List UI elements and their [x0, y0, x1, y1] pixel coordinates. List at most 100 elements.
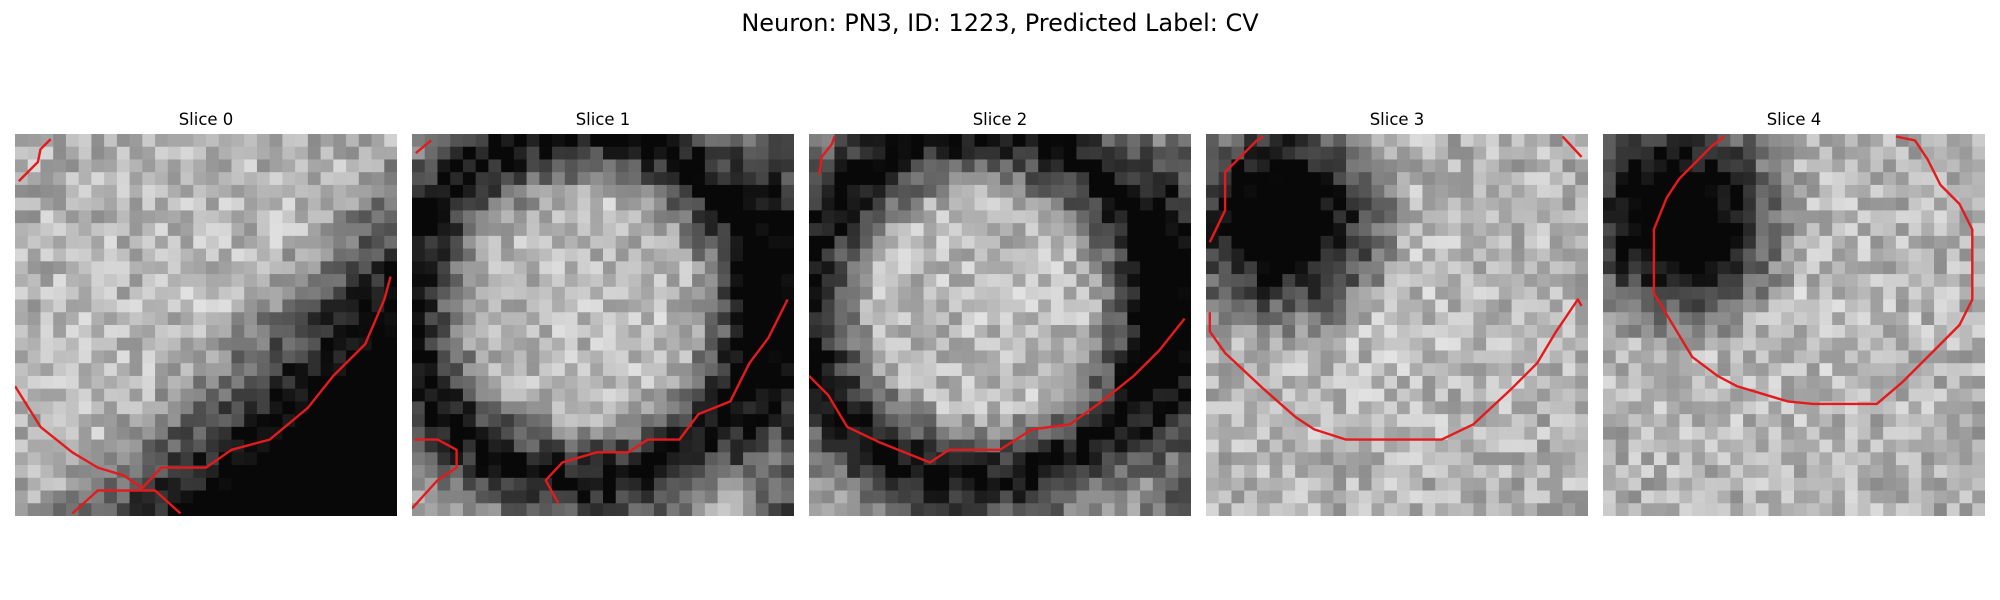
pixel-cell — [1447, 401, 1462, 415]
pixel-cell — [1460, 286, 1474, 301]
pixel-cell — [1857, 286, 1871, 301]
pixel-cell — [1435, 465, 1449, 479]
pixel-cell — [1743, 235, 1757, 250]
pixel-cell — [27, 375, 42, 390]
pixel-cell — [1346, 375, 1360, 390]
pixel-cell — [1908, 426, 1922, 441]
pixel-cell — [755, 223, 770, 237]
pixel-cell — [437, 223, 451, 237]
pixel-cell — [371, 439, 385, 453]
pixel-cell — [809, 414, 823, 428]
pixel-cell — [949, 184, 963, 199]
pixel-cell — [450, 426, 464, 441]
pixel-cell — [936, 337, 950, 352]
pixel-cell — [1397, 184, 1411, 199]
pixel-cell — [193, 235, 207, 250]
pixel-cell — [1730, 503, 1744, 516]
pixel-cell — [1959, 312, 1973, 326]
pixel-cell — [307, 134, 322, 148]
pixel-cell — [1244, 261, 1258, 275]
pixel-cell — [1397, 414, 1411, 428]
pixel-cell — [1320, 184, 1334, 199]
pixel-cell — [104, 286, 118, 301]
pixel-cell — [1628, 312, 1642, 326]
pixel-cell — [1012, 261, 1027, 275]
pixel-cell — [475, 426, 489, 441]
pixel-cell — [1320, 401, 1334, 415]
pixel-cell — [1256, 197, 1271, 211]
pixel-cell — [244, 159, 258, 173]
pixel-cell — [859, 452, 874, 466]
pixel-cell — [1946, 375, 1961, 390]
pixel-cell — [1575, 159, 1588, 173]
pixel-cell — [872, 223, 886, 237]
pixel-cell — [1422, 337, 1436, 352]
pixel-cell — [1295, 465, 1309, 479]
pixel-cell — [1127, 325, 1141, 339]
pixel-cell — [269, 210, 283, 224]
pixel-cell — [1603, 452, 1617, 466]
pixel-cell — [1384, 503, 1398, 516]
pixel-cell — [1537, 426, 1551, 441]
pixel-cell — [116, 350, 131, 364]
pixel-cell — [1089, 414, 1103, 428]
pixel-cell — [1307, 286, 1322, 301]
pixel-cell — [1269, 503, 1283, 516]
pixel-cell — [488, 337, 502, 352]
pixel-cell — [1206, 503, 1220, 516]
pixel-cell — [1704, 184, 1719, 199]
pixel-cell — [53, 223, 67, 237]
pixel-cell — [653, 426, 668, 441]
pixel-cell — [552, 134, 566, 148]
pixel-cell — [40, 223, 54, 237]
pixel-cell — [1050, 134, 1065, 148]
pixel-cell — [193, 184, 207, 199]
pixel-cell — [462, 172, 477, 186]
pixel-cell — [1603, 312, 1617, 326]
pixel-cell — [1397, 350, 1411, 364]
pixel-cell — [116, 503, 131, 516]
pixel-cell — [743, 274, 757, 288]
pixel-cell — [1000, 503, 1014, 516]
pixel-cell — [1768, 312, 1782, 326]
pixel-cell — [898, 235, 912, 250]
pixel-cell — [704, 439, 719, 453]
pixel-cell — [1140, 401, 1154, 415]
pixel-cell — [1165, 503, 1179, 516]
pixel-cell — [1641, 452, 1655, 466]
pixel-cell — [1806, 375, 1821, 390]
pixel-cell — [475, 375, 489, 390]
pixel-cell — [552, 146, 566, 161]
pixel-cell — [1692, 401, 1706, 415]
pixel-cell — [1435, 375, 1449, 390]
pixel-cell — [755, 439, 770, 453]
pixel-cell — [180, 337, 194, 352]
pixel-cell — [743, 426, 757, 441]
pixel-cell — [1152, 439, 1167, 453]
pixel-cell — [244, 248, 258, 262]
pixel-cell — [1000, 477, 1014, 492]
pixel-cell — [1333, 388, 1347, 402]
pixel-cell — [1934, 235, 1948, 250]
pixel-cell — [1972, 401, 1985, 415]
pixel-cell — [809, 426, 823, 441]
pixel-cell — [193, 426, 207, 441]
pixel-cell — [218, 375, 233, 390]
pixel-cell — [885, 337, 899, 352]
pixel-cell — [1908, 159, 1922, 173]
pixel-cell — [1038, 414, 1052, 428]
pixel-cell — [1206, 490, 1220, 504]
pixel-cell — [269, 465, 283, 479]
pixel-cell — [1524, 223, 1538, 237]
pixel-cell — [282, 184, 296, 199]
pixel-cell — [641, 146, 655, 161]
pixel-cell — [821, 312, 836, 326]
pixel-cell — [91, 350, 105, 364]
pixel-cell — [358, 146, 373, 161]
pixel-cell — [1409, 490, 1424, 504]
pixel-cell — [641, 426, 655, 441]
pixel-cell — [1025, 465, 1039, 479]
pixel-cell — [1473, 439, 1487, 453]
pixel-cell — [1666, 286, 1680, 301]
pixel-cell — [1730, 401, 1744, 415]
